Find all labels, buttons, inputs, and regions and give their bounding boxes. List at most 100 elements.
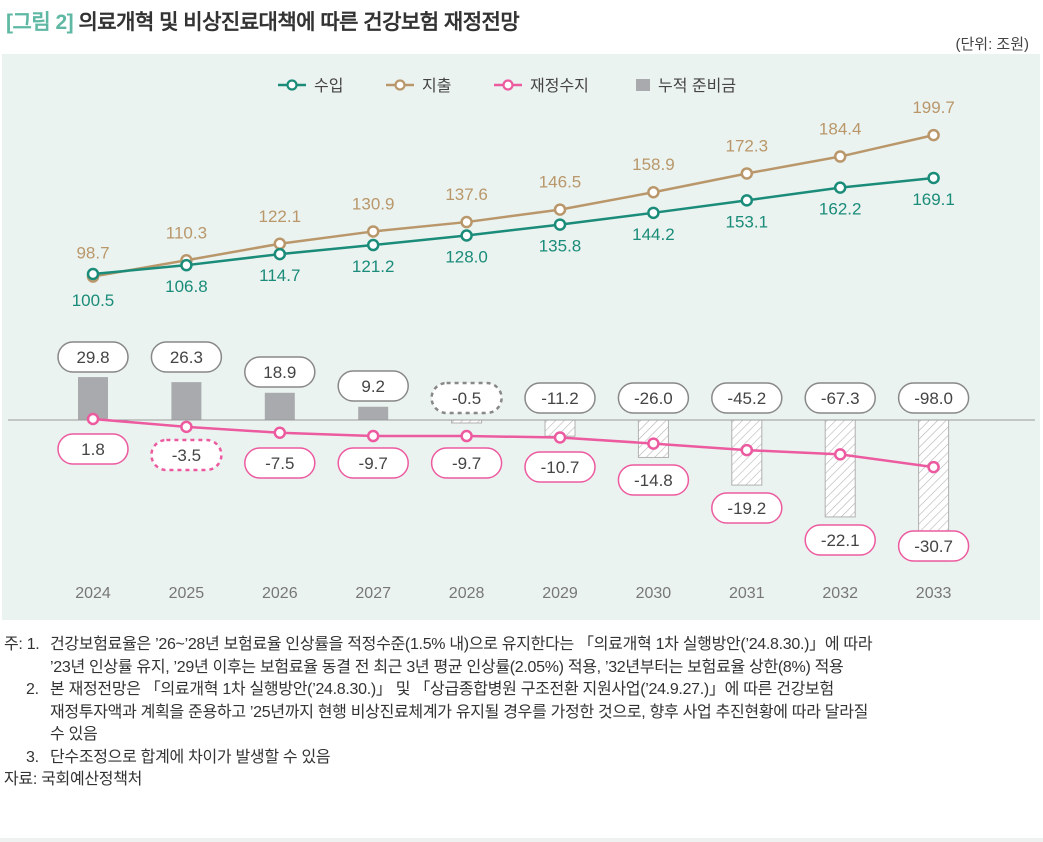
revenue-point [833,181,847,194]
balance-label-text: -30.7 [914,537,953,556]
reserve-label: -98.0 [897,382,970,414]
reserve-label-text: -0.5 [452,389,481,408]
balance-line [92,417,934,469]
x-tick-label: 2030 [636,585,672,602]
balance-label-text: -7.5 [265,454,294,473]
reserve-label-box [150,341,223,373]
balance-point [833,448,847,461]
reserve-label-text: -26.0 [634,389,673,408]
source: 자료: 국회예산정책처 [4,771,143,788]
reserve-label: -11.2 [524,382,596,414]
balance-point [273,426,287,440]
legend-marker-icon [502,79,514,91]
expenditure-point [273,237,287,251]
reserve-label: 26.3 [150,341,223,373]
expenditure-label: 130.9 [352,194,395,213]
legend-item-2: 재정수지 [494,77,589,95]
expenditure-label: 137.6 [445,185,488,204]
reserve-bar [264,392,295,420]
reserve-label-box [430,381,503,415]
note-text: ’23년 인상률 유지, ’29년 이후는 보험료율 동결 전 최근 3년 평균… [50,658,844,676]
expenditure-point [460,215,473,229]
balance-point [647,437,660,450]
expenditure-point [366,225,380,238]
balance-label-box [244,447,316,479]
balance-label-text: 1.8 [81,440,105,459]
balance-point [86,412,100,426]
reserve-label-box [244,356,316,388]
balance-label: -30.7 [897,530,970,562]
reserve-label-text: 18.9 [263,363,296,382]
x-tick-label: 2032 [822,585,858,602]
reserve-label-text: 9.2 [361,377,385,396]
x-tick-label: 2025 [169,585,205,602]
divider [0,838,1043,842]
legend-label: 수입 [314,77,343,95]
reserve-label-box [524,382,596,414]
balance-label-box [617,464,690,496]
chart-panel [2,54,1040,620]
title-text: 의료개혁 및 비상진료대책에 따른 건강보험 재정전망 [78,11,520,34]
balance-label-box [897,530,970,562]
reserve-label: 9.2 [337,370,409,402]
note-number: 2. [26,681,39,698]
balance-label: -9.7 [337,447,409,479]
revenue-label: 169.1 [912,190,955,209]
revenue-point [273,247,287,261]
note-line: 3. 단수조정으로 합계에 차이가 발생할 수 있음 [4,747,872,770]
balance-label-box [524,451,596,483]
reserve-label: 18.9 [244,356,316,388]
expenditure-point [927,128,940,142]
expenditure-point [647,185,660,199]
balance-point [460,429,473,443]
note-line: 재정투자액과 계획을 준용하고 ’25년까지 현행 비상진료체계가 유지될 경우… [4,702,872,725]
chart-title: [그림 2] 의료개혁 및 비상진료대책에 따른 건강보험 재정전망 [6,6,520,36]
legend-label: 재정수지 [530,77,589,95]
balance-label: -14.8 [617,464,690,496]
revenue-point [460,229,473,242]
reserve-label-text: 29.8 [76,348,109,367]
balance-point [553,431,567,444]
expenditure-label: 172.3 [726,136,769,155]
note-text: 재정투자액과 계획을 준용하고 ’25년까지 현행 비상진료체계가 유지될 경우… [50,703,869,721]
reserve-label-text: -67.3 [821,389,860,408]
note-line: 2. 본 재정전망은 「의료개혁 1차 실행방안(’24.8.30.)」 및 「상… [4,679,872,702]
reserve-label: 29.8 [57,341,129,373]
x-tick-label: 2024 [75,585,111,602]
balance-point [180,420,193,434]
balance-label: 1.8 [57,433,129,465]
reserve-label-text: -11.2 [541,389,579,408]
revenue-label: 144.2 [632,225,675,244]
reserve-label-box [57,341,129,373]
revenue-label: 162.2 [819,200,862,219]
reserve-label: -67.3 [804,382,876,414]
balance-label-text: -22.1 [821,531,860,550]
balance-label-box [150,438,223,472]
expenditure-label: 146.5 [539,173,582,192]
balance-label-box [711,492,783,524]
balance-label: -7.5 [244,447,316,479]
revenue-label: 128.0 [445,248,488,267]
revenue-point [86,267,100,281]
x-tick-label: 2028 [449,585,485,602]
reserve-label: -0.5 [430,381,503,415]
revenue-point [740,194,754,207]
revenue-point [553,218,567,231]
revenue-point [180,258,193,272]
balance-point [366,429,380,443]
note-text: 건강보험료율은 ’26~’28년 보험료율 인상률을 적정수준(1.5% 내)으… [50,636,873,653]
balance-label: -22.1 [804,524,876,556]
reserve-label-box [897,382,970,414]
balance-label-text: -19.2 [727,499,766,518]
legend-item-3: 누적 준비금 [636,77,736,95]
reserve-bar [358,406,389,420]
reserve-label-text: 26.3 [170,348,203,367]
balance-label: -3.5 [150,438,223,472]
balance-label-box [804,524,876,556]
expenditure-point [833,150,847,163]
legend-item-0: 수입 [278,77,343,95]
unit-label: (단위: 조원) [955,36,1029,53]
revenue-point [366,238,380,252]
x-tick-label: 2031 [729,585,765,602]
legend-marker-icon [394,79,406,91]
